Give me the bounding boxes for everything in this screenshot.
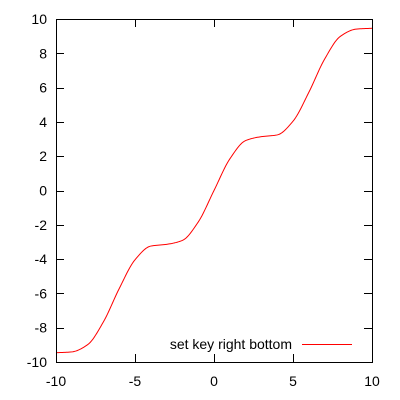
y-tick-label: 8	[39, 45, 47, 61]
y-tick-label: -8	[35, 320, 48, 336]
x-tick-label: 10	[364, 373, 380, 389]
y-tick-label: 4	[39, 114, 47, 130]
x-tick-label: -5	[129, 373, 142, 389]
plot-area	[55, 27, 373, 354]
plot-frame	[56, 19, 373, 363]
x-tick-label: 0	[210, 373, 218, 389]
y-tick-label: 2	[39, 148, 47, 164]
legend-label: set key right bottom	[170, 336, 292, 352]
y-tick-label: -2	[35, 217, 48, 233]
x-tick-label: 5	[289, 373, 297, 389]
y-tick-label: -4	[35, 251, 48, 267]
y-axis-tick-labels: -10 -8 -6 -4 -2 0 2 4 6 8 10	[27, 11, 47, 370]
y-tick-label: -6	[35, 285, 48, 301]
x-axis-tick-labels: -10 -5 0 5 10	[46, 373, 380, 389]
y-tick-label: 10	[31, 11, 47, 27]
axis-ticks	[56, 19, 373, 363]
y-tick-label: 0	[39, 183, 47, 199]
y-tick-label: -10	[27, 354, 47, 370]
y-tick-label: 6	[39, 80, 47, 96]
x-tick-label: -10	[46, 373, 66, 389]
legend: set key right bottom	[170, 336, 352, 352]
series-line	[55, 27, 373, 354]
